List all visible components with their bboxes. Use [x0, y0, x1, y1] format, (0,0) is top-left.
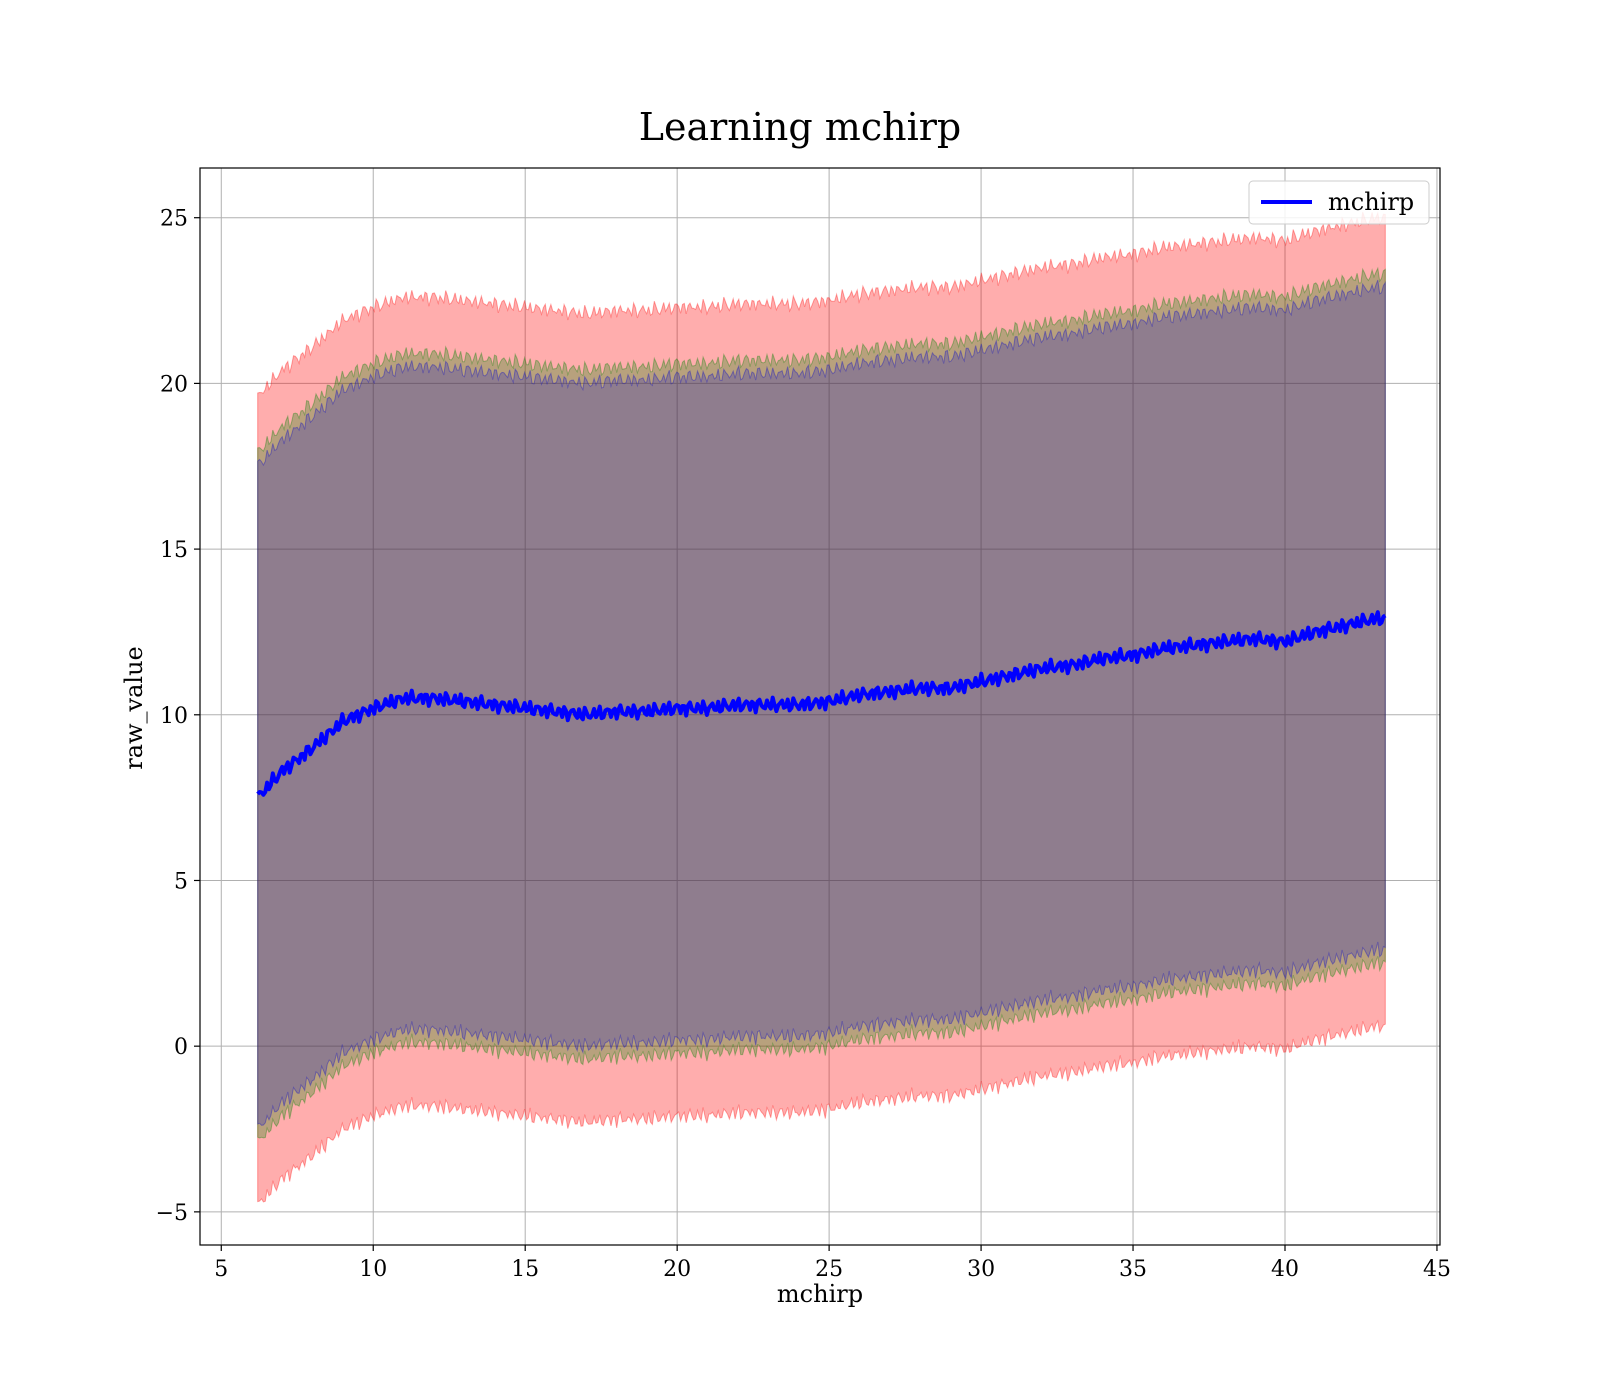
y-tick-label: 0 — [174, 1035, 188, 1060]
y-axis-label: raw_value — [120, 646, 148, 770]
x-tick-label: 15 — [511, 1257, 539, 1282]
y-tick-label: 10 — [160, 704, 188, 729]
legend: mchirp — [1248, 180, 1430, 225]
x-tick-label: 5 — [214, 1257, 228, 1282]
mean-line-layer — [256, 610, 1387, 797]
y-tick-label: −5 — [156, 1201, 188, 1226]
legend-label: mchirp — [1328, 188, 1414, 216]
grid — [200, 168, 1440, 1245]
x-tick-label: 40 — [1271, 1257, 1299, 1282]
legend-box — [1248, 180, 1430, 225]
x-axis-label: mchirp — [777, 1280, 863, 1308]
x-tick-label: 30 — [967, 1257, 995, 1282]
x-axis-ticks: 5 10 15 20 25 30 35 40 45 — [214, 1245, 1451, 1282]
y-tick-label: 15 — [160, 538, 188, 563]
x-tick-label: 20 — [663, 1257, 691, 1282]
x-tick-label: 10 — [359, 1257, 387, 1282]
y-tick-label: 5 — [174, 869, 188, 894]
plot-frame — [199, 167, 1441, 1246]
x-tick-label: 45 — [1423, 1257, 1451, 1282]
y-tick-label: 20 — [160, 372, 188, 397]
x-tick-label: 25 — [815, 1257, 843, 1282]
x-tick-label: 35 — [1119, 1257, 1147, 1282]
mean-line-mchirp — [256, 610, 1387, 797]
y-tick-label: 25 — [160, 207, 188, 232]
y-axis-ticks: −5 0 5 10 15 20 25 — [156, 207, 200, 1226]
chart-title: Learning mchirp — [639, 105, 961, 149]
